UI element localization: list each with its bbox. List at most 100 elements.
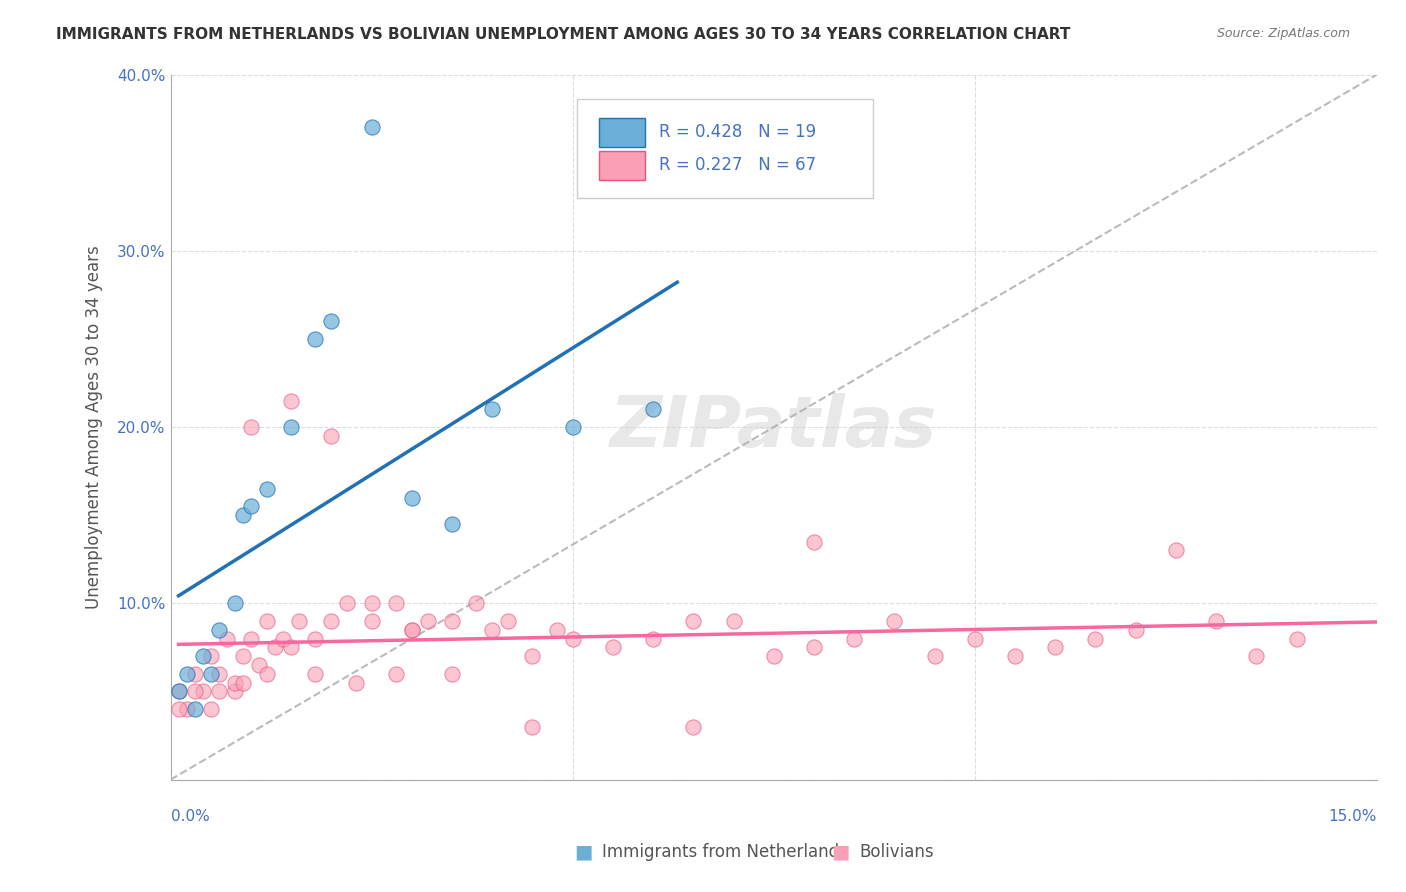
Text: ■: ■: [831, 842, 851, 862]
Point: [360, 596, 382, 610]
Point: [271, 632, 294, 646]
Point: [1285, 632, 1308, 646]
Point: [401, 623, 423, 637]
Point: [304, 632, 326, 646]
Point: [200, 666, 222, 681]
Point: [280, 393, 302, 408]
Point: [240, 632, 263, 646]
Point: [183, 684, 205, 698]
Point: [1045, 640, 1067, 655]
Point: [256, 666, 278, 681]
Point: [465, 596, 488, 610]
Point: [256, 482, 278, 496]
Point: [682, 614, 704, 628]
Point: [232, 508, 254, 523]
Text: ZIPatlas: ZIPatlas: [610, 392, 938, 461]
Point: [208, 684, 231, 698]
Text: IMMIGRANTS FROM NETHERLANDS VS BOLIVIAN UNEMPLOYMENT AMONG AGES 30 TO 34 YEARS C: IMMIGRANTS FROM NETHERLANDS VS BOLIVIAN …: [56, 27, 1070, 42]
Point: [481, 402, 503, 417]
Point: [280, 420, 302, 434]
Point: [561, 632, 583, 646]
Point: [304, 332, 326, 346]
Point: [762, 649, 785, 664]
Point: [167, 702, 190, 716]
Point: [167, 684, 190, 698]
Point: [208, 623, 231, 637]
Point: [280, 640, 302, 655]
Text: 15.0%: 15.0%: [1329, 809, 1376, 824]
Point: [176, 702, 198, 716]
Text: 0.0%: 0.0%: [170, 809, 209, 824]
Text: ■: ■: [574, 842, 593, 862]
Point: [1205, 614, 1227, 628]
Point: [224, 675, 246, 690]
Point: [232, 649, 254, 664]
Point: [208, 666, 231, 681]
Point: [441, 666, 464, 681]
Point: [1125, 623, 1147, 637]
Point: [401, 623, 423, 637]
Point: [498, 614, 520, 628]
Point: [924, 649, 946, 664]
Point: [240, 420, 263, 434]
Point: [384, 666, 406, 681]
Point: [304, 666, 326, 681]
Point: [561, 420, 583, 434]
Text: Source: ZipAtlas.com: Source: ZipAtlas.com: [1216, 27, 1350, 40]
Point: [224, 596, 246, 610]
Point: [1004, 649, 1026, 664]
FancyBboxPatch shape: [599, 118, 645, 147]
Point: [401, 491, 423, 505]
Point: [1084, 632, 1107, 646]
Text: Bolivians: Bolivians: [859, 843, 934, 861]
Point: [344, 675, 367, 690]
Text: Immigrants from Netherlands: Immigrants from Netherlands: [602, 843, 848, 861]
Point: [963, 632, 986, 646]
Point: [803, 640, 825, 655]
Y-axis label: Unemployment Among Ages 30 to 34 years: Unemployment Among Ages 30 to 34 years: [86, 245, 103, 609]
Point: [883, 614, 905, 628]
Point: [546, 623, 568, 637]
Text: R = 0.227   N = 67: R = 0.227 N = 67: [659, 156, 817, 175]
Point: [288, 614, 311, 628]
Point: [264, 640, 287, 655]
Point: [602, 640, 624, 655]
FancyBboxPatch shape: [599, 151, 645, 180]
FancyBboxPatch shape: [576, 99, 873, 198]
Point: [200, 702, 222, 716]
Point: [360, 120, 382, 135]
Point: [200, 649, 222, 664]
Point: [321, 429, 343, 443]
Point: [336, 596, 359, 610]
Point: [215, 632, 238, 646]
Point: [441, 516, 464, 531]
Point: [247, 658, 270, 673]
Point: [682, 720, 704, 734]
Point: [1246, 649, 1268, 664]
Point: [224, 684, 246, 698]
Point: [723, 614, 745, 628]
Point: [522, 649, 544, 664]
Point: [191, 649, 214, 664]
Point: [183, 666, 205, 681]
Point: [481, 623, 503, 637]
Point: [360, 614, 382, 628]
Point: [256, 614, 278, 628]
Point: [167, 684, 190, 698]
Point: [384, 596, 406, 610]
Point: [183, 702, 205, 716]
Point: [416, 614, 439, 628]
Point: [643, 402, 665, 417]
Point: [803, 534, 825, 549]
Point: [240, 500, 263, 514]
Point: [321, 314, 343, 328]
Point: [441, 614, 464, 628]
Point: [522, 720, 544, 734]
Point: [232, 675, 254, 690]
Point: [321, 614, 343, 628]
Point: [176, 666, 198, 681]
Text: R = 0.428   N = 19: R = 0.428 N = 19: [659, 123, 817, 141]
Point: [643, 632, 665, 646]
Point: [844, 632, 866, 646]
Point: [1164, 543, 1187, 558]
